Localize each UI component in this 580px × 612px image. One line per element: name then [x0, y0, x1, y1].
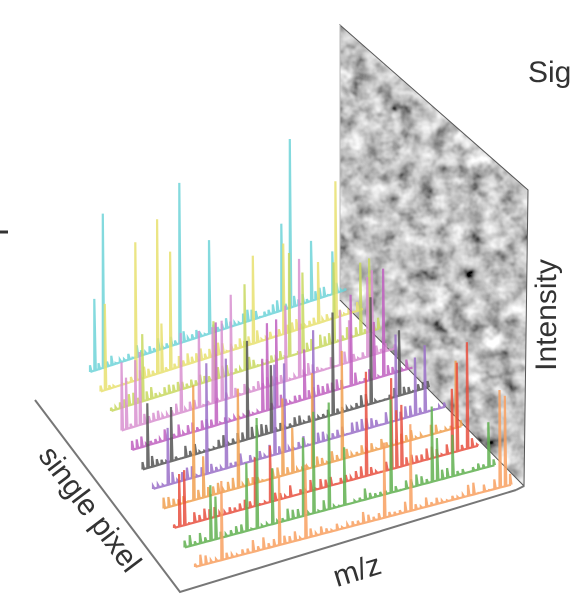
- spectrum: [172, 342, 480, 529]
- mz-label: m/z: [329, 548, 385, 594]
- pixel-label: single pixel: [32, 440, 148, 578]
- spectrum: [151, 330, 447, 490]
- spectrum: [88, 138, 347, 374]
- spectrum: [162, 350, 464, 510]
- spectra: [88, 138, 513, 568]
- intensity-label: Intensity: [530, 259, 563, 371]
- floor-edge: [34, 399, 517, 594]
- spectrum: [109, 252, 381, 412]
- signal-label: Sig: [528, 56, 571, 89]
- floor-corner: [515, 485, 525, 491]
- spectrum: [193, 389, 513, 568]
- spectrum: [183, 399, 497, 549]
